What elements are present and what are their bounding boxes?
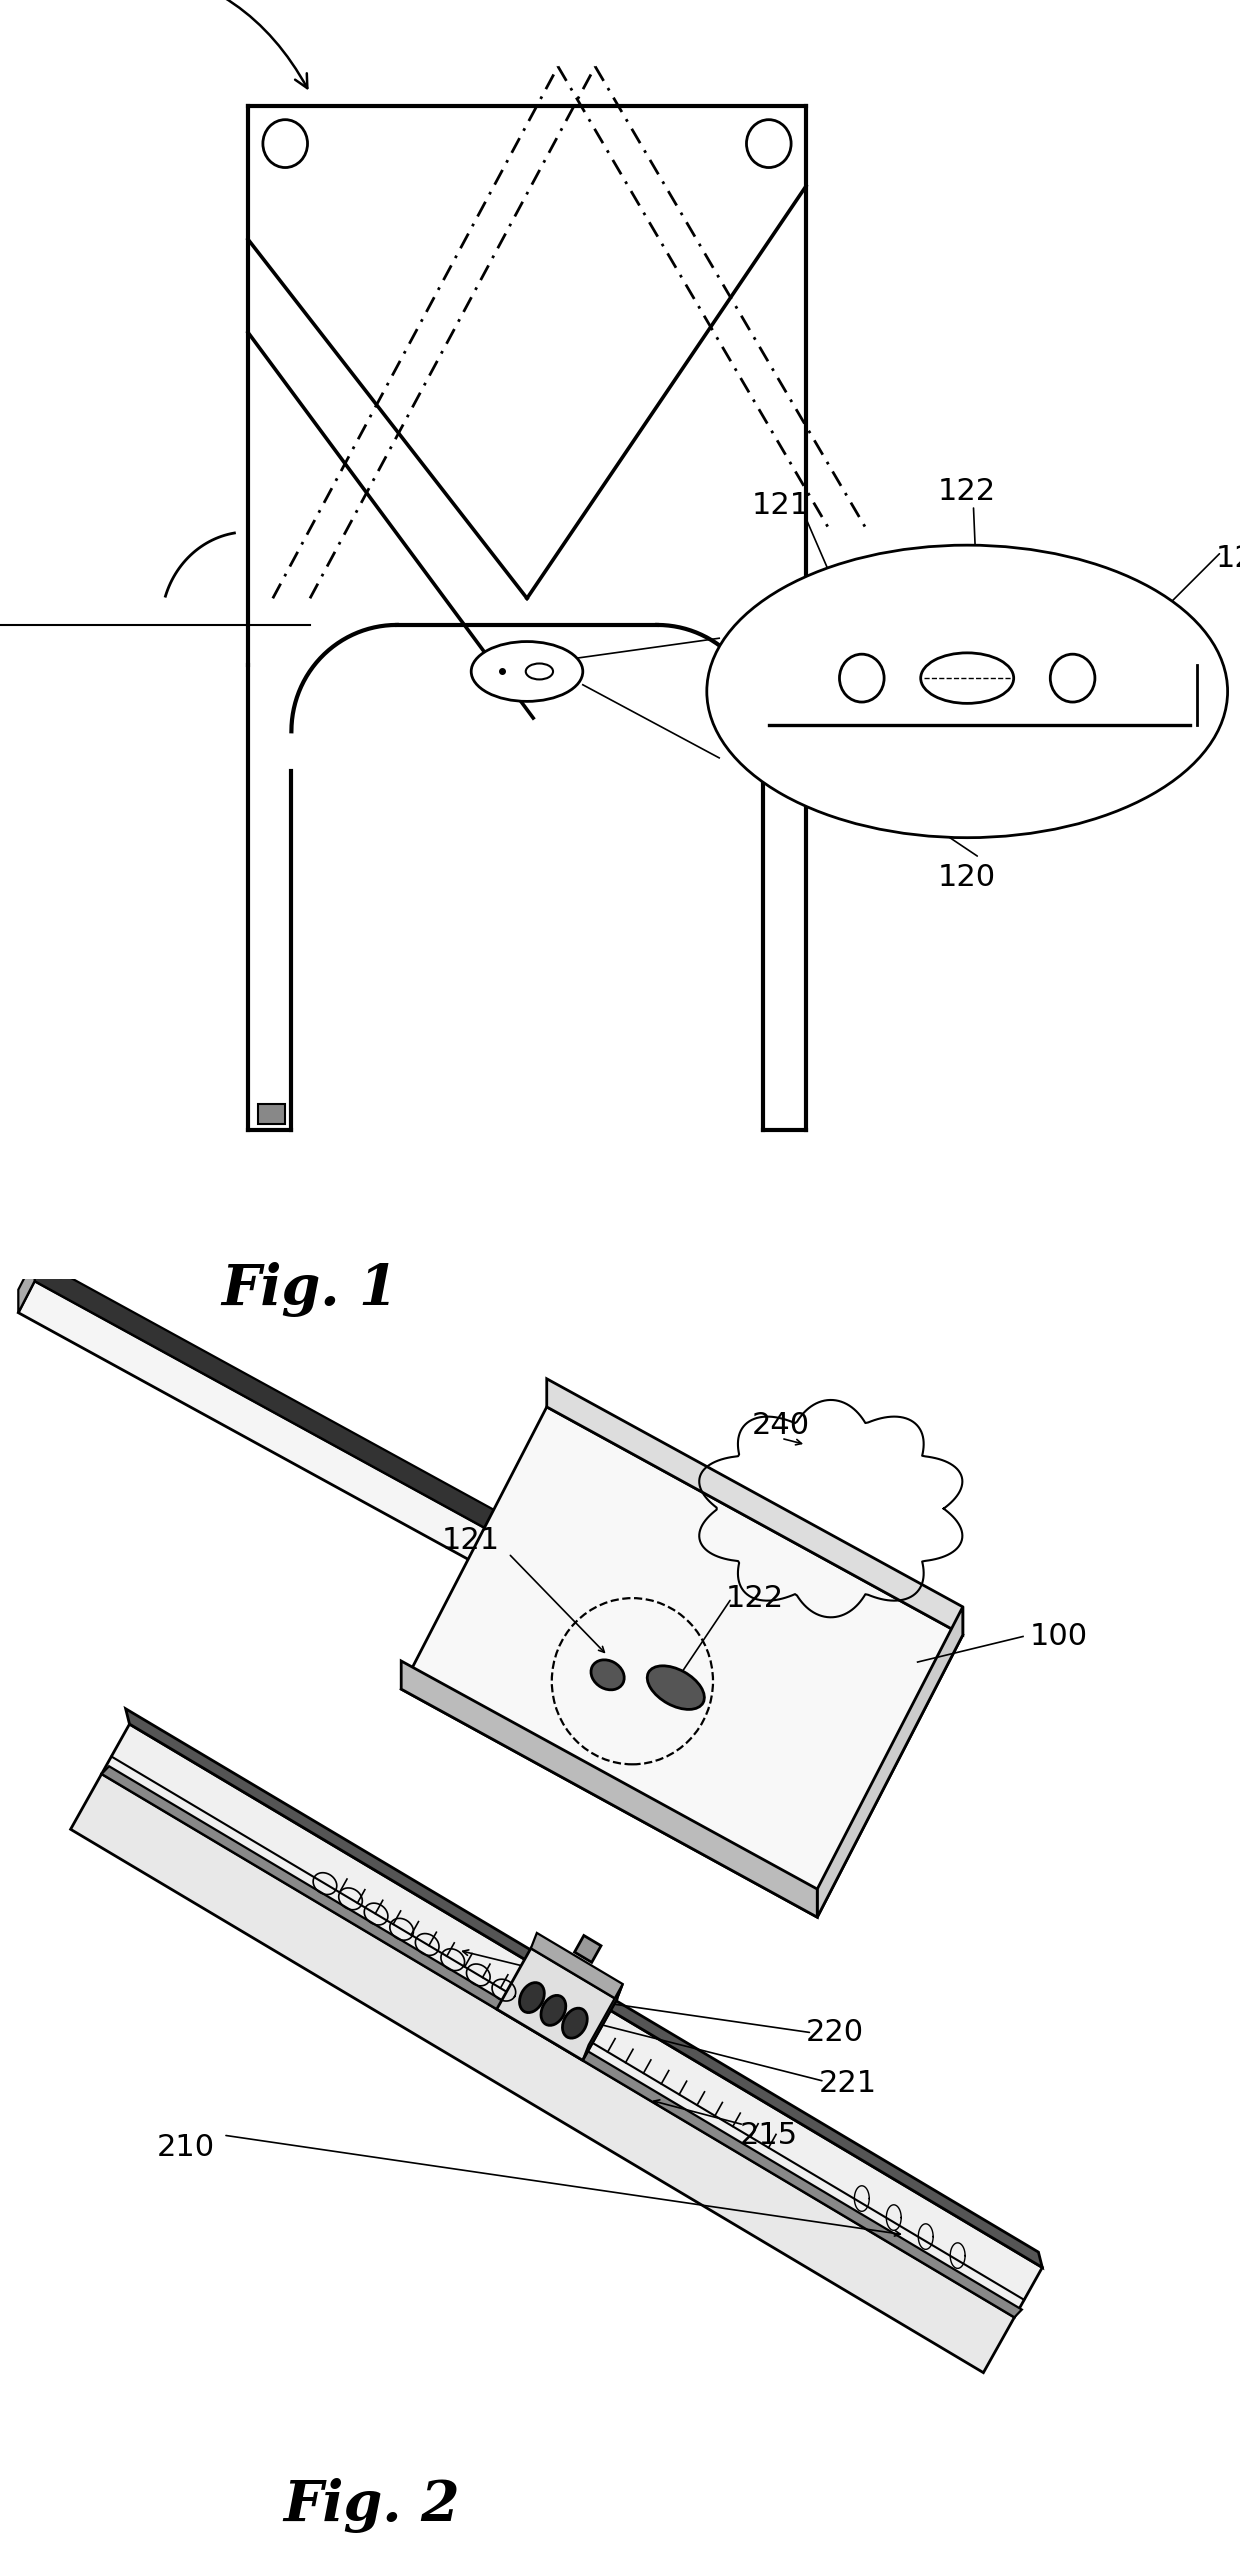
Text: 220: 220 bbox=[806, 2017, 864, 2048]
Ellipse shape bbox=[41, 1261, 66, 1278]
Polygon shape bbox=[102, 1767, 1022, 2317]
Text: Fig. 1: Fig. 1 bbox=[222, 1263, 398, 1317]
Text: 120: 120 bbox=[939, 864, 996, 892]
Text: 221: 221 bbox=[529, 1961, 587, 1989]
Polygon shape bbox=[19, 1258, 35, 1312]
Polygon shape bbox=[497, 1948, 616, 2061]
Polygon shape bbox=[402, 1406, 962, 1918]
Polygon shape bbox=[547, 1378, 962, 1634]
Text: 240: 240 bbox=[753, 1411, 810, 1440]
Text: 221: 221 bbox=[818, 2069, 877, 2099]
Text: Fig. 2: Fig. 2 bbox=[284, 2478, 460, 2534]
Text: 122: 122 bbox=[725, 1583, 784, 1613]
Polygon shape bbox=[583, 1984, 622, 2061]
Text: 121: 121 bbox=[1215, 545, 1240, 573]
Text: 100: 100 bbox=[62, 0, 308, 87]
Ellipse shape bbox=[520, 1982, 544, 2012]
Ellipse shape bbox=[563, 2007, 588, 2038]
Ellipse shape bbox=[541, 1994, 565, 2025]
Polygon shape bbox=[19, 1281, 527, 1583]
Polygon shape bbox=[102, 1723, 1043, 2317]
Polygon shape bbox=[35, 1258, 527, 1552]
Polygon shape bbox=[817, 1606, 962, 1918]
Ellipse shape bbox=[920, 652, 1013, 703]
Text: 215: 215 bbox=[740, 2120, 797, 2150]
Text: 100: 100 bbox=[1029, 1621, 1087, 1652]
Ellipse shape bbox=[591, 1659, 624, 1690]
Polygon shape bbox=[531, 1933, 622, 2000]
Text: 122: 122 bbox=[939, 478, 996, 506]
Ellipse shape bbox=[526, 662, 553, 680]
Polygon shape bbox=[125, 1708, 1043, 2268]
Text: 121: 121 bbox=[443, 1527, 500, 1555]
Ellipse shape bbox=[707, 545, 1228, 839]
Polygon shape bbox=[402, 1662, 817, 1918]
Text: 121: 121 bbox=[753, 491, 810, 519]
Bar bbox=[258, 1105, 285, 1123]
Polygon shape bbox=[574, 1936, 601, 1961]
Polygon shape bbox=[71, 1775, 1014, 2373]
Text: 210: 210 bbox=[157, 2133, 215, 2163]
Ellipse shape bbox=[471, 642, 583, 701]
Ellipse shape bbox=[647, 1665, 704, 1711]
